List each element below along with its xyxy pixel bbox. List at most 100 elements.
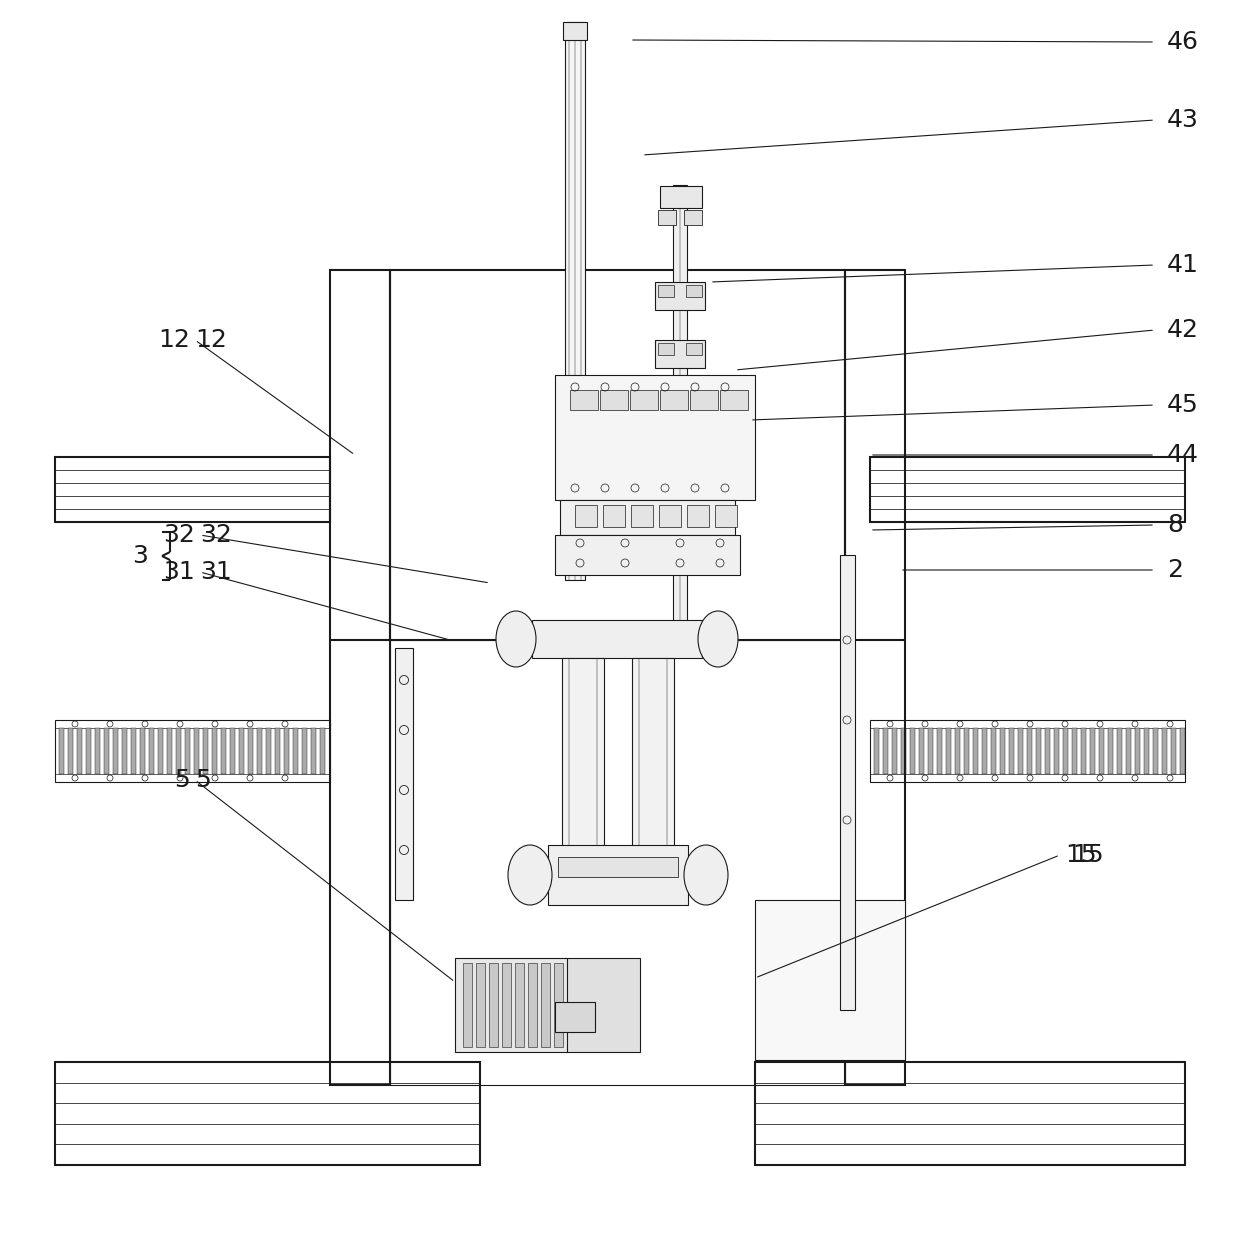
Bar (562, 658, 604, 901)
Bar (883, 729, 888, 774)
Text: 44: 44 (1167, 443, 1199, 468)
Bar (1045, 729, 1050, 774)
Text: 3: 3 (133, 544, 148, 568)
Bar (55, 456, 330, 522)
Text: 42: 42 (1167, 318, 1199, 341)
Bar (391, 640, 844, 1085)
Bar (715, 505, 737, 527)
Text: 2: 2 (1167, 558, 1183, 581)
Bar (320, 729, 325, 774)
Bar (267, 729, 272, 774)
Bar (55, 720, 330, 782)
Bar (892, 729, 897, 774)
Bar (955, 729, 960, 774)
Bar (60, 729, 64, 774)
Bar (1081, 729, 1086, 774)
Bar (603, 505, 625, 527)
Bar (910, 729, 915, 774)
Text: 8: 8 (1167, 513, 1183, 537)
Bar (991, 729, 996, 774)
Text: 12: 12 (159, 328, 190, 353)
Bar (686, 285, 702, 297)
Text: 12: 12 (195, 328, 227, 353)
Bar (658, 210, 676, 225)
Bar (185, 729, 190, 774)
Text: 5: 5 (195, 768, 211, 792)
Bar (658, 285, 675, 297)
Bar (391, 270, 844, 640)
Bar (570, 390, 598, 409)
Bar (946, 729, 951, 774)
Bar (515, 962, 525, 1047)
Bar (963, 729, 968, 774)
Bar (463, 962, 472, 1047)
Bar (556, 375, 755, 500)
Bar (248, 729, 253, 774)
Bar (68, 729, 73, 774)
Bar (660, 186, 702, 208)
Bar (556, 1002, 595, 1032)
Bar (212, 729, 217, 774)
Bar (655, 282, 706, 310)
Text: 5: 5 (175, 768, 190, 792)
Bar (1073, 729, 1078, 774)
Bar (149, 729, 154, 774)
Bar (113, 729, 118, 774)
Bar (684, 210, 702, 225)
Bar (973, 729, 978, 774)
Bar (658, 505, 681, 527)
Bar (720, 390, 748, 409)
Ellipse shape (684, 845, 728, 905)
Bar (476, 962, 485, 1047)
Bar (870, 720, 1185, 782)
Bar (660, 390, 688, 409)
Bar (541, 962, 551, 1047)
Bar (167, 729, 172, 774)
Bar (122, 729, 126, 774)
Bar (239, 729, 244, 774)
Bar (455, 957, 567, 1051)
Bar (874, 729, 879, 774)
Text: 45: 45 (1167, 393, 1199, 417)
Bar (229, 729, 236, 774)
Bar (1109, 729, 1114, 774)
Bar (86, 729, 91, 774)
Bar (632, 658, 675, 901)
Text: 15: 15 (1065, 842, 1096, 867)
Text: 32: 32 (200, 523, 232, 547)
Bar (558, 857, 678, 877)
Bar (55, 1063, 480, 1165)
Bar (839, 555, 856, 1009)
Bar (131, 729, 136, 774)
Bar (1009, 729, 1014, 774)
Bar (630, 390, 658, 409)
Bar (565, 957, 640, 1051)
Bar (203, 729, 208, 774)
Bar (563, 22, 587, 40)
Bar (755, 1063, 1185, 1165)
Bar (1027, 729, 1032, 774)
Ellipse shape (496, 611, 536, 667)
Bar (1135, 729, 1140, 774)
Bar (689, 390, 718, 409)
Ellipse shape (698, 611, 738, 667)
Bar (532, 620, 702, 658)
Bar (548, 845, 688, 905)
Bar (1145, 729, 1149, 774)
Bar (284, 729, 289, 774)
Bar (77, 729, 82, 774)
Bar (157, 729, 162, 774)
Bar (999, 729, 1004, 774)
Bar (1162, 729, 1167, 774)
Bar (658, 343, 675, 355)
Bar (928, 729, 932, 774)
Bar (982, 729, 987, 774)
Bar (140, 729, 145, 774)
Bar (655, 340, 706, 367)
Bar (1063, 729, 1068, 774)
Bar (275, 729, 280, 774)
Bar (687, 505, 709, 527)
Text: 32: 32 (164, 523, 195, 547)
Bar (844, 270, 905, 1085)
Bar (293, 729, 298, 774)
